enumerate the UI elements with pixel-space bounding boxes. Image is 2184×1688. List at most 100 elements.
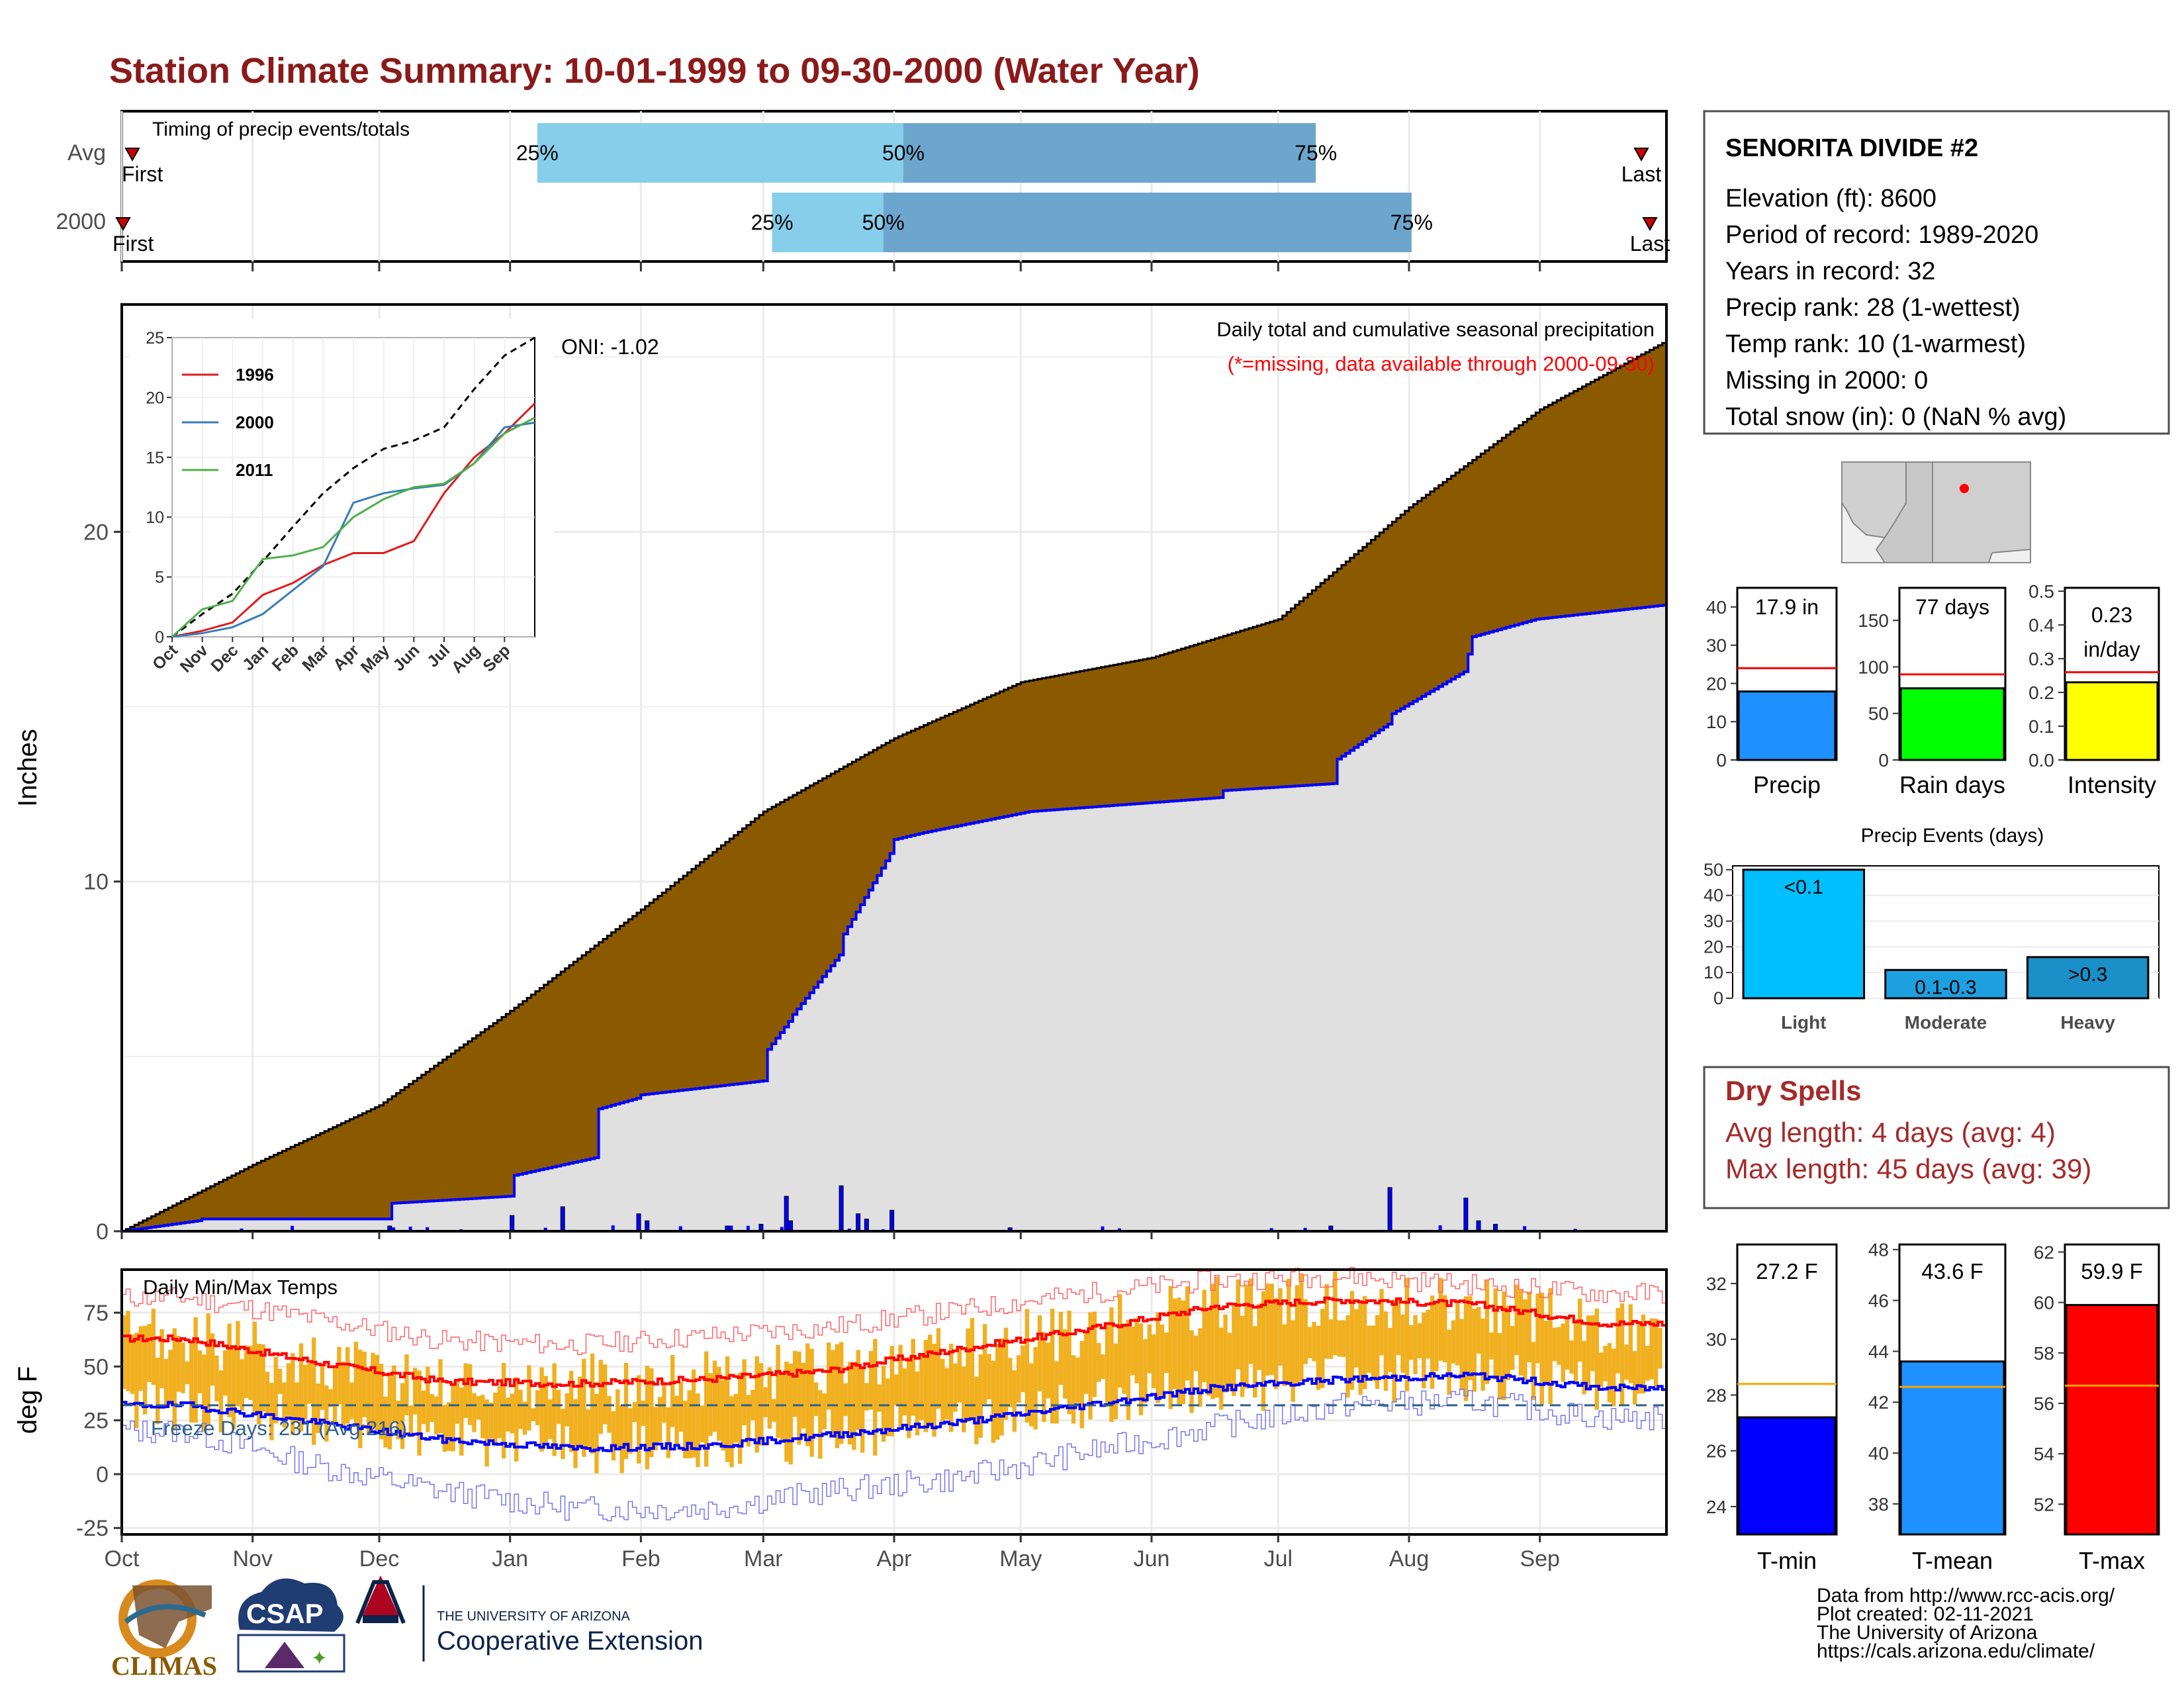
- daily-temp-bar: [451, 1384, 455, 1452]
- daily-temp-bar: [433, 1396, 439, 1435]
- daily-temp-bar: [776, 1344, 780, 1438]
- daily-temp-bar: [1232, 1305, 1236, 1396]
- daily-temp-bar: [227, 1323, 232, 1417]
- events-ytick-label: 50: [1704, 860, 1723, 880]
- daily-temp-bar: [742, 1359, 747, 1426]
- temp-xtick-label: Sep: [1520, 1546, 1560, 1571]
- daily-temp-bar: [594, 1393, 599, 1474]
- temp-xtick-label: Jun: [1134, 1546, 1170, 1571]
- daily-temp-bar: [156, 1357, 160, 1425]
- csap-logo-text: CSAP: [246, 1598, 324, 1629]
- year-cumulative-line: [122, 604, 1666, 1233]
- record-high-line: [122, 1266, 1666, 1356]
- daily-temp-bar: [1590, 1315, 1595, 1372]
- daily-temp-bar: [645, 1366, 650, 1470]
- temp-bar-ytick-label: 38: [1868, 1494, 1889, 1515]
- daily-precip-bar: [864, 1219, 869, 1232]
- station-temp-rank: Temp rank: 10 (1-warmest): [1725, 330, 2026, 358]
- daily-temp-bar: [337, 1346, 341, 1405]
- daily-temp-bar: [1223, 1314, 1228, 1393]
- daily-temp-bar: [324, 1385, 329, 1442]
- daily-temp-bar: [1122, 1325, 1126, 1394]
- daily-temp-bar: [1227, 1333, 1232, 1391]
- daily-temp-bar: [586, 1409, 590, 1448]
- daily-temp-bar: [1658, 1327, 1662, 1369]
- temp-xtick-label: Oct: [105, 1546, 140, 1571]
- daily-temp-bar: [784, 1361, 789, 1462]
- daily-temp-bar: [1210, 1284, 1215, 1399]
- summary-ytick-label: 20: [1706, 673, 1727, 694]
- temp-bar-ytick-label: 48: [1868, 1240, 1889, 1260]
- daily-temp-bar: [822, 1393, 827, 1430]
- daily-temp-bar: [1033, 1347, 1038, 1430]
- daily-temp-bar: [1413, 1315, 1418, 1374]
- temp-xtick-label: Nov: [232, 1546, 272, 1571]
- daily-temp-bar: [653, 1407, 658, 1450]
- daily-precip-bar: [560, 1206, 565, 1232]
- daily-temp-bar: [666, 1407, 671, 1458]
- summary-value-label: 0.23: [2091, 603, 2132, 627]
- events-category-label: Heavy: [2060, 1012, 2115, 1033]
- summary-ytick-label: 0.0: [2028, 750, 2054, 771]
- daily-temp-bar: [1472, 1308, 1477, 1392]
- daily-temp-bar: [202, 1354, 206, 1432]
- daily-temp-bar: [1240, 1315, 1245, 1397]
- daily-temp-bar: [590, 1353, 595, 1454]
- daily-temp-bar: [438, 1359, 443, 1434]
- daily-temp-bar: [236, 1321, 240, 1407]
- daily-precip-bar: [856, 1213, 861, 1232]
- daily-temp-bar: [1561, 1323, 1565, 1382]
- daily-temp-bar: [1316, 1325, 1321, 1390]
- daily-temp-bar: [1489, 1332, 1494, 1360]
- daily-temp-bar: [493, 1392, 498, 1446]
- daily-temp-bar: [484, 1399, 489, 1467]
- daily-temp-bar: [700, 1405, 705, 1442]
- summary-ytick-label: 10: [1706, 712, 1727, 732]
- daily-temp-bar: [442, 1405, 447, 1452]
- timing-row-label-avg: Avg: [68, 140, 106, 165]
- daily-temp-bar: [670, 1354, 675, 1427]
- daily-precip-bar: [784, 1196, 789, 1232]
- daily-temp-bar: [231, 1347, 236, 1430]
- temp-bar-chart-1: 38 40 42 44 46 48 43.6 F T-mean: [1868, 1240, 2007, 1574]
- summary-ytick-label: 0.5: [2028, 581, 2054, 602]
- summary-bar: [1737, 690, 1837, 761]
- precip-events-chart: Precip Events (days) 0 10 20 30 40 50 <0.1 Ligh…: [1704, 825, 2160, 1033]
- daily-temp-bar: [1484, 1280, 1490, 1384]
- daily-temp-bar: [902, 1368, 907, 1416]
- daily-temp-bar: [539, 1367, 544, 1452]
- daily-temp-bar: [1219, 1327, 1224, 1410]
- daily-temp-bar: [1303, 1299, 1308, 1364]
- daily-temp-bar: [1603, 1346, 1608, 1382]
- timing-pct-label: 50%: [862, 211, 905, 234]
- temp-bar-ytick-label: 42: [1868, 1392, 1889, 1413]
- station-period: Period of record: 1989-2020: [1725, 221, 2038, 249]
- summary-ytick-label: 50: [1868, 704, 1889, 724]
- daily-temp-bar: [746, 1395, 751, 1447]
- temp-ytick-label: 25: [83, 1409, 109, 1434]
- daily-temp-bar: [1134, 1318, 1139, 1383]
- daily-temp-bar: [1502, 1291, 1506, 1401]
- events-ytick-label: 30: [1704, 911, 1723, 931]
- daily-temp-bar: [261, 1344, 265, 1412]
- daily-precip-bar: [645, 1227, 649, 1231]
- daily-temp-bar: [1282, 1324, 1287, 1386]
- daily-temp-bar: [252, 1321, 257, 1417]
- daily-temp-bar: [1092, 1311, 1097, 1397]
- daily-temp-bar: [1480, 1318, 1485, 1391]
- summary-ytick-label: 100: [1858, 657, 1889, 677]
- daily-precip-bar: [392, 1227, 396, 1231]
- daily-temp-bar: [978, 1354, 983, 1438]
- daily-temp-bar: [683, 1401, 688, 1459]
- daily-temp-bar: [138, 1326, 143, 1391]
- freeze-days: Freeze Days: 231 (Avg:216): [151, 1417, 407, 1440]
- daily-temp-bar: [1341, 1320, 1346, 1357]
- daily-precip-bar: [636, 1213, 641, 1232]
- daily-temp-bar: [1531, 1342, 1536, 1401]
- events-ytick-label: 40: [1704, 886, 1723, 906]
- daily-temp-bar: [928, 1335, 933, 1427]
- daily-temp-bar: [565, 1393, 569, 1427]
- timing-panel: Timing of precip events/totals Avg 2000 …: [56, 110, 1670, 271]
- daily-temp-bar: [1008, 1358, 1013, 1407]
- csap-logo: CSAP ✦: [237, 1578, 345, 1673]
